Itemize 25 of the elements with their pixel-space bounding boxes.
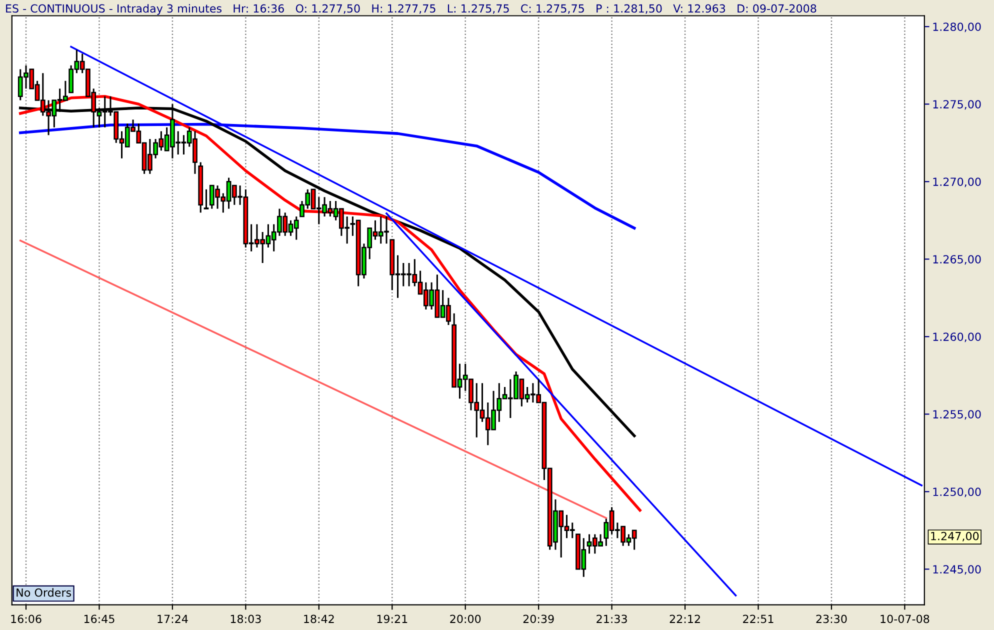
y-tick-label: 1.275,00 — [933, 100, 981, 110]
x-tick-label: 10-07-08 — [880, 614, 930, 624]
candlestick — [204, 188, 209, 210]
y-tick-label: 1.255,00 — [933, 410, 981, 420]
x-tick-label: 16:06 — [11, 614, 42, 624]
x-tick-label: 18:42 — [304, 614, 334, 624]
x-tick-label: 20:39 — [523, 614, 554, 624]
y-tick-label: 1.265,00 — [933, 255, 981, 265]
y-tick-label: 1.270,00 — [933, 178, 981, 188]
x-tick-label: 17:24 — [158, 614, 188, 623]
x-tick-label: 21:33 — [596, 614, 627, 624]
x-tick-label: 23:30 — [816, 614, 847, 624]
x-tick-label: 22:12 — [670, 614, 700, 623]
x-tick-label: 19:21 — [377, 614, 408, 624]
y-tick-label: 1.280,00 — [933, 22, 981, 32]
x-tick-label: 20:00 — [450, 614, 481, 624]
y-tick-label: 1.250,00 — [933, 488, 981, 498]
x-tick-label: 16:45 — [84, 614, 114, 624]
annotation: No Orders — [16, 588, 72, 597]
x-tick-label: 18:03 — [230, 614, 261, 624]
x-tick-label: 22:51 — [743, 614, 774, 624]
y-tick-label: 1.245,00 — [933, 565, 981, 575]
chart-title: ES - CONTINUOUS - Intraday 3 minutes Hr: 16:36 O: 1.277,50 H: 1.277,75 L: 1.275,75 C: 1.275,75 P : 1.281,50 V: 12.963 D: 09-07-2008 — [6, 4, 816, 15]
text: 1.247,00 — [931, 532, 979, 542]
y-tick-label: 1.260,00 — [933, 332, 981, 342]
